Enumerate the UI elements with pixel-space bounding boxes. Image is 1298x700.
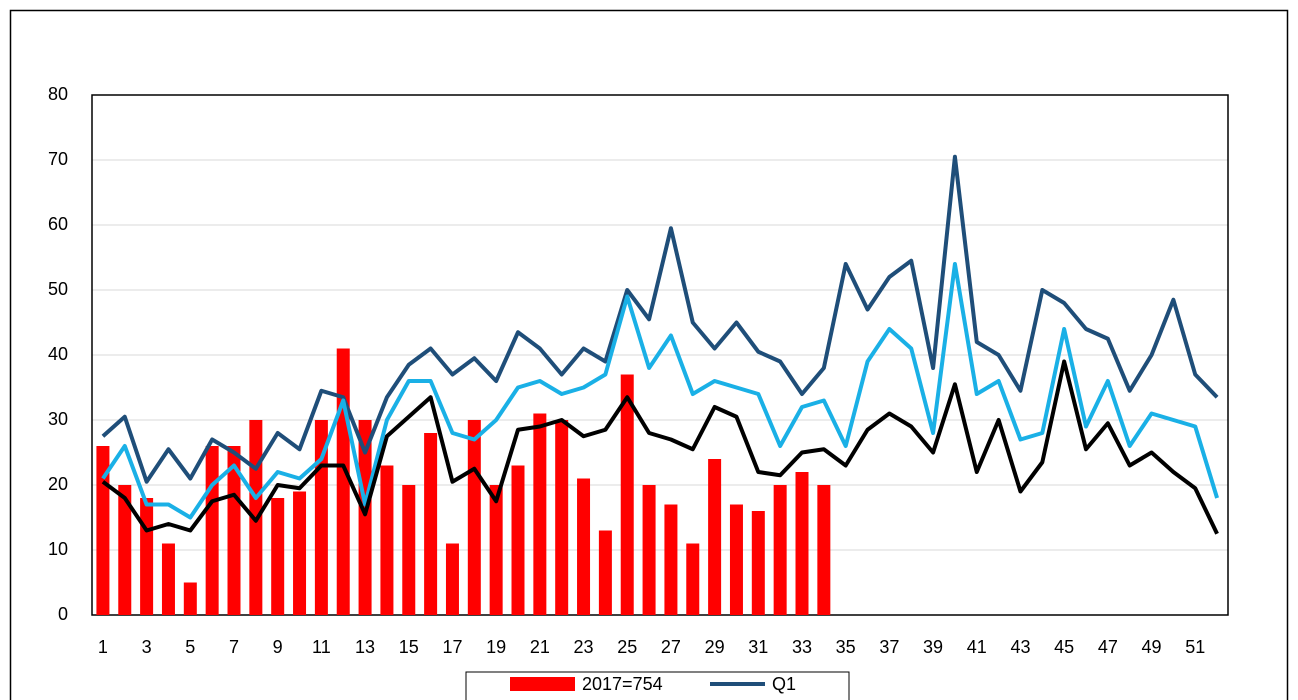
legend-label: 2017=754 [582, 674, 663, 694]
bar [577, 478, 591, 615]
bar [424, 433, 438, 615]
y-tick-label: 30 [48, 409, 68, 429]
y-tick-label: 0 [58, 604, 68, 624]
bar [620, 374, 634, 615]
bar [271, 498, 285, 615]
y-tick-label: 80 [48, 84, 68, 104]
x-tick-label: 47 [1098, 637, 1118, 657]
bar [795, 472, 809, 615]
bar [205, 446, 219, 615]
x-tick-label: 49 [1142, 637, 1162, 657]
y-tick-label: 60 [48, 214, 68, 234]
x-tick-label: 17 [442, 637, 462, 657]
bar [489, 485, 503, 615]
bar [445, 543, 459, 615]
x-tick-label: 5 [185, 637, 195, 657]
bar [664, 504, 678, 615]
x-tick-label: 7 [229, 637, 239, 657]
x-tick-label: 25 [617, 637, 637, 657]
bar [817, 485, 831, 615]
bar [140, 498, 154, 615]
x-tick-label: 35 [836, 637, 856, 657]
bar [96, 446, 110, 615]
x-tick-label: 45 [1054, 637, 1074, 657]
bar [118, 485, 132, 615]
y-tick-label: 70 [48, 149, 68, 169]
x-tick-label: 21 [530, 637, 550, 657]
bar [555, 420, 569, 615]
bar [598, 530, 612, 615]
x-tick-label: 1 [98, 637, 108, 657]
legend-swatch [510, 677, 575, 691]
x-tick-label: 19 [486, 637, 506, 657]
bar [729, 504, 743, 615]
line [101, 359, 1219, 535]
bar [336, 348, 350, 615]
line [101, 262, 1219, 520]
x-tick-label: 3 [142, 637, 152, 657]
x-tick-label: 9 [273, 637, 283, 657]
bar [511, 465, 525, 615]
x-tick-label: 43 [1010, 637, 1030, 657]
x-tick-label: 29 [705, 637, 725, 657]
plot-frame [91, 94, 1229, 616]
bar [708, 459, 722, 615]
legend-box [465, 671, 850, 700]
x-tick-label: 31 [748, 637, 768, 657]
bar [533, 413, 547, 615]
y-tick-label: 50 [48, 279, 68, 299]
x-tick-label: 37 [879, 637, 899, 657]
bar [161, 543, 175, 615]
x-tick-label: 39 [923, 637, 943, 657]
bar [358, 420, 372, 615]
bar [380, 465, 394, 615]
x-tick-label: 11 [312, 637, 331, 657]
x-tick-label: 33 [792, 637, 812, 657]
bar [227, 446, 241, 615]
bar [402, 485, 416, 615]
x-tick-label: 15 [399, 637, 419, 657]
bar [642, 485, 656, 615]
y-tick-label: 20 [48, 474, 68, 494]
x-tick-label: 41 [967, 637, 987, 657]
x-tick-label: 51 [1185, 637, 1205, 657]
y-tick-label: 40 [48, 344, 68, 364]
line [101, 154, 1219, 484]
bar [751, 511, 765, 615]
y-tick-label: 10 [48, 539, 68, 559]
x-tick-label: 13 [355, 637, 375, 657]
bar [183, 582, 197, 615]
x-tick-label: 27 [661, 637, 681, 657]
bar [686, 543, 700, 615]
bar [773, 485, 787, 615]
legend-label: Q1 [772, 674, 796, 694]
bar [467, 420, 481, 615]
bar [293, 491, 307, 615]
x-tick-label: 23 [574, 637, 594, 657]
